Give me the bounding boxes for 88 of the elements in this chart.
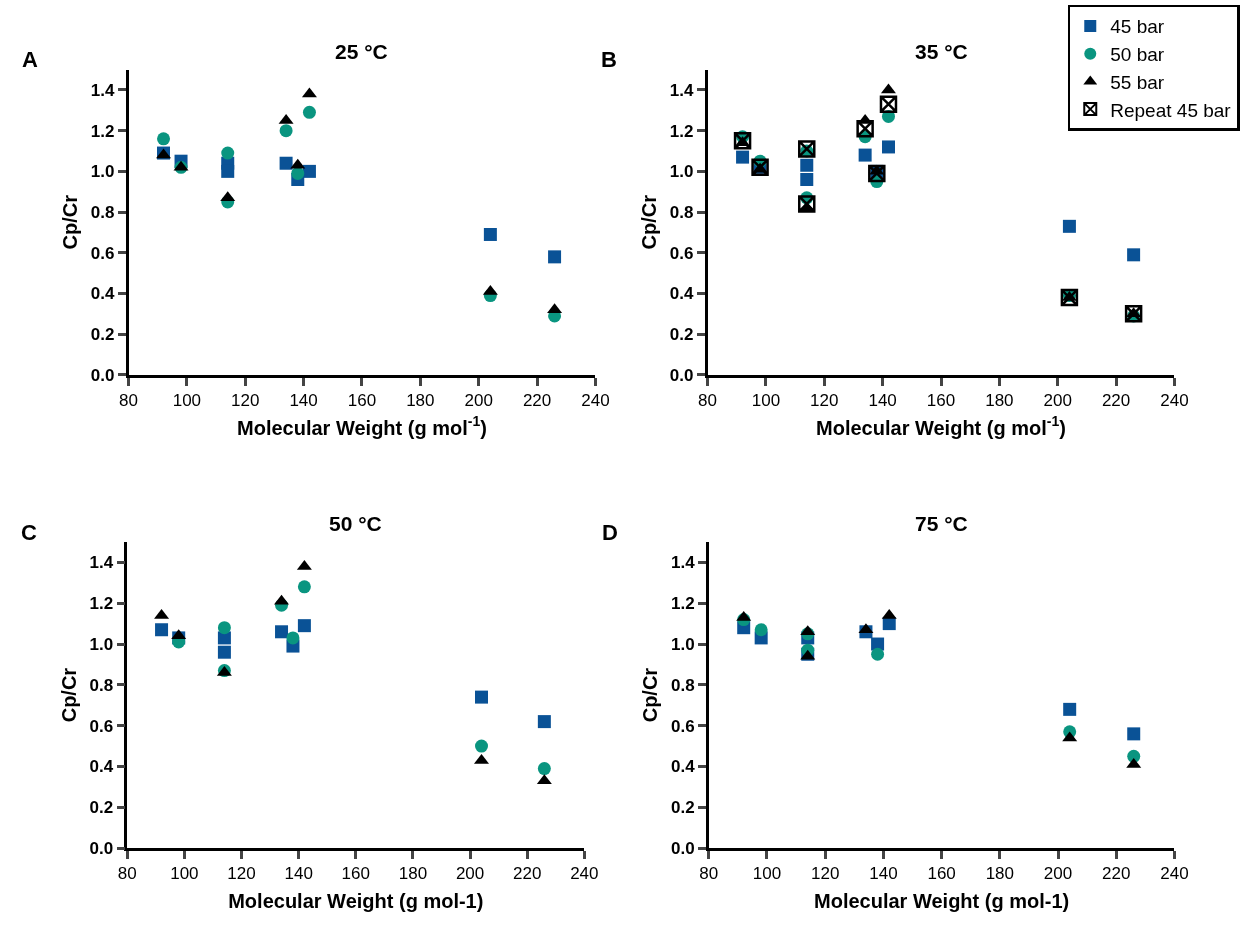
text: B (601, 47, 617, 72)
x-tick-label: 240 (581, 391, 610, 411)
x-tick-label: 100 (172, 391, 202, 411)
x-tick-label: 200 (1043, 864, 1073, 884)
y-tick-label: 1.2 (89, 594, 114, 614)
y-tick-label: 0.8 (90, 203, 115, 223)
legend-label: 45 bar (1110, 16, 1165, 38)
y-tick-label: 0.6 (89, 716, 114, 736)
x-tick-label: 160 (347, 391, 377, 411)
x-axis-title: Molecular Weight (g mol-1) (228, 889, 484, 912)
y-axis-title: Cp/Cr (638, 194, 661, 250)
y-tick-label: 0.8 (670, 675, 695, 695)
y-tick-label: 0.4 (89, 757, 114, 777)
x-tick-label: 80 (698, 391, 717, 411)
x-tick-label: 200 (464, 391, 493, 411)
x-tick-label: 140 (868, 391, 897, 411)
x-tick-label: 200 (1043, 391, 1072, 411)
x-tick-label: 140 (869, 864, 898, 884)
x-axis-title: Molecular Weight (g mol-1) (814, 889, 1070, 912)
text: C (21, 520, 37, 545)
legend-label: 55 bar (1110, 71, 1165, 93)
chart-title: 75 °C (915, 512, 968, 535)
y-tick-label: 1.2 (90, 121, 115, 141)
y-tick-label: 1.4 (669, 80, 694, 100)
x-tick-label: 180 (398, 864, 428, 884)
chart-title: 50 °C (329, 512, 382, 535)
y-tick-label: 0.0 (669, 365, 694, 385)
y-tick-label: 0.4 (669, 284, 694, 304)
chart-title: 35 °C (915, 40, 968, 63)
x-tick-label: 220 (513, 864, 542, 884)
y-tick-label: 1.0 (670, 634, 695, 654)
x-tick-label: 240 (1160, 391, 1189, 411)
x-tick-label: 240 (570, 864, 599, 884)
x-tick-label: 140 (284, 864, 313, 884)
text: D (602, 520, 618, 545)
x-tick-label: 220 (522, 391, 552, 411)
y-tick-label: 1.2 (670, 594, 695, 614)
y-tick-label: 1.0 (89, 634, 114, 654)
x-tick-label: 160 (927, 864, 956, 884)
y-tick-label: 0.4 (90, 284, 115, 304)
y-tick-label: 0.0 (90, 365, 115, 385)
legend-label: Repeat 45 bar (1110, 99, 1232, 121)
x-tick-label: 100 (752, 864, 782, 884)
x-tick-label: 80 (117, 864, 137, 884)
x-tick-label: 120 (811, 864, 840, 884)
y-tick-label: 0.0 (670, 839, 695, 859)
y-tick-label: 0.2 (90, 325, 115, 345)
x-tick-label: 80 (699, 864, 719, 884)
y-tick-label: 1.2 (669, 121, 694, 141)
x-tick-label: 220 (1102, 864, 1131, 884)
text: A (22, 47, 38, 72)
y-tick-label: 1.0 (90, 162, 115, 182)
x-tick-label: 140 (289, 391, 318, 411)
x-tick-label: 100 (751, 391, 781, 411)
x-tick-label: 80 (119, 391, 138, 411)
x-tick-label: 160 (926, 391, 956, 411)
x-tick-label: 220 (1101, 391, 1131, 411)
x-tick-label: 180 (985, 391, 1014, 411)
y-tick-label: 0.6 (670, 716, 695, 736)
y-axis-title: Cp/Cr (59, 194, 82, 250)
y-tick-label: 0.2 (670, 798, 695, 818)
chart-title: 25 °C (335, 40, 388, 63)
y-tick-label: 0.0 (89, 839, 114, 859)
y-tick-label: 1.4 (670, 553, 696, 573)
x-tick-label: 120 (231, 391, 260, 411)
y-tick-label: 0.8 (669, 203, 694, 223)
y-tick-label: 0.6 (669, 243, 694, 263)
x-tick-label: 180 (985, 864, 1015, 884)
x-tick-label: 200 (455, 864, 485, 884)
y-tick-label: 1.0 (669, 162, 694, 182)
y-tick-label: 0.2 (669, 325, 694, 345)
x-tick-label: 160 (341, 864, 370, 884)
y-tick-label: 1.4 (89, 553, 114, 573)
x-tick-label: 120 (227, 864, 256, 884)
y-tick-label: 0.4 (670, 757, 696, 777)
x-axis-title: Molecular Weight (g mol$^{-1}$) (237, 413, 487, 439)
y-axis-title: Cp/Cr (57, 667, 80, 723)
y-tick-label: 0.8 (89, 675, 114, 695)
legend-label: 50 bar (1110, 44, 1165, 66)
y-axis-title: Cp/Cr (639, 667, 662, 723)
x-axis-title: Molecular Weight (g mol$^{-1}$) (816, 413, 1066, 439)
x-tick-label: 120 (810, 391, 839, 411)
x-tick-label: 240 (1160, 864, 1189, 884)
y-tick-label: 0.2 (89, 798, 114, 818)
x-tick-label: 180 (406, 391, 435, 411)
y-tick-label: 1.4 (90, 80, 115, 100)
y-tick-label: 0.6 (90, 243, 115, 263)
x-tick-label: 100 (170, 864, 199, 884)
